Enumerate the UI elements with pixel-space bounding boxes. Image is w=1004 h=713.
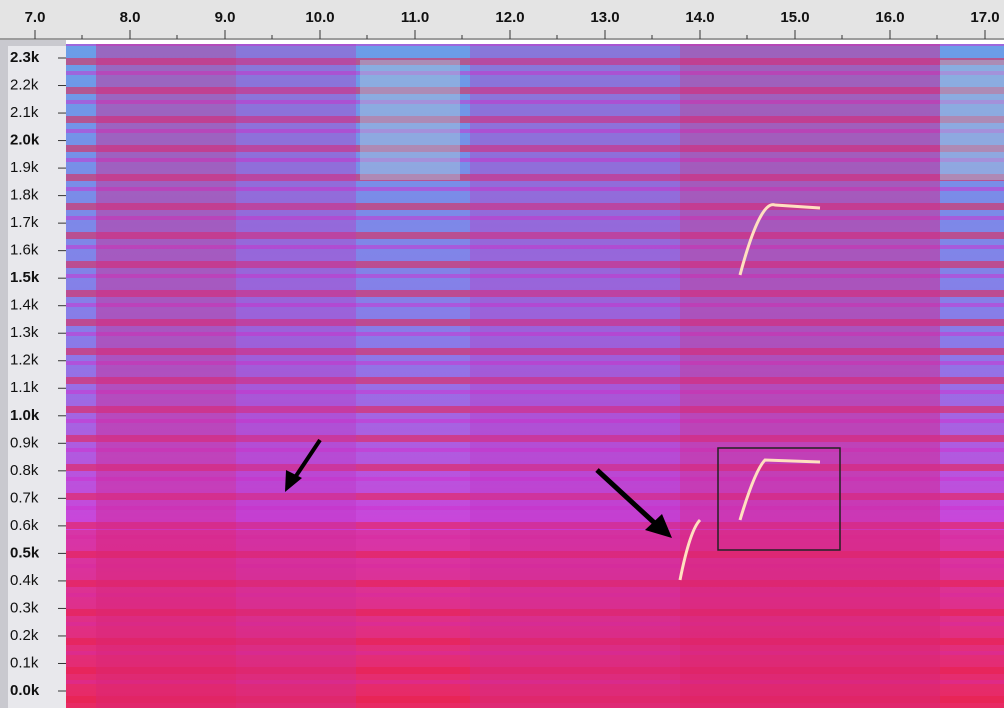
note-region — [96, 44, 236, 708]
frequency-label: 0.6k — [10, 517, 39, 534]
highlight-box — [717, 447, 841, 551]
frequency-label: 0.1k — [10, 654, 39, 671]
frequency-label: 1.8k — [10, 187, 39, 204]
note-region — [470, 44, 680, 708]
frequency-label: 2.0k — [10, 132, 40, 149]
quiet-region — [940, 60, 1004, 180]
frequency-label: 0.4k — [10, 572, 39, 589]
frequency-label: 1.5k — [10, 269, 40, 286]
low-band — [66, 530, 1004, 708]
time-label: 9.0 — [215, 9, 236, 26]
spectrogram — [66, 44, 1004, 708]
time-label: 8.0 — [120, 9, 141, 26]
frequency-label: 1.2k — [10, 352, 39, 369]
frequency-label: 1.6k — [10, 242, 39, 259]
frequency-label: 0.9k — [10, 434, 39, 451]
time-label: 10.0 — [305, 9, 334, 26]
frequency-label: 0.0k — [10, 682, 40, 699]
frequency-label: 2.1k — [10, 104, 39, 121]
arrow — [290, 438, 322, 484]
time-label: 17.0 — [970, 9, 999, 26]
frequency-label: 1.7k — [10, 214, 39, 231]
arrow-head — [645, 514, 672, 538]
frequency-label: 0.5k — [10, 544, 40, 561]
frequency-label: 0.2k — [10, 627, 39, 644]
frequency-label: 1.9k — [10, 159, 39, 176]
frequency-ruler-inner — [8, 46, 66, 708]
note-region — [680, 44, 940, 708]
time-label: 15.0 — [780, 9, 809, 26]
time-label: 14.0 — [685, 9, 714, 26]
frequency-label: 1.1k — [10, 379, 39, 396]
time-label: 16.0 — [875, 9, 904, 26]
frequency-label: 2.2k — [10, 76, 39, 93]
note-region — [236, 44, 356, 708]
frequency-label: 1.4k — [10, 297, 39, 314]
time-ruler — [0, 0, 1004, 40]
arrow-head — [285, 470, 302, 492]
frequency-label: 2.3k — [10, 49, 40, 66]
frequency-label: 1.0k — [10, 407, 40, 424]
frequency-label: 0.7k — [10, 489, 39, 506]
quiet-region — [360, 60, 460, 180]
time-label: 11.0 — [401, 9, 429, 26]
frequency-label: 0.8k — [10, 462, 39, 479]
frequency-label: 1.3k — [10, 324, 39, 341]
time-label: 13.0 — [590, 9, 619, 26]
annotations — [285, 438, 841, 551]
time-label: 7.0 — [25, 9, 46, 26]
formant-trace — [678, 203, 821, 581]
arrow — [595, 468, 662, 530]
time-label: 12.0 — [495, 9, 524, 26]
frequency-label: 0.3k — [10, 599, 39, 616]
